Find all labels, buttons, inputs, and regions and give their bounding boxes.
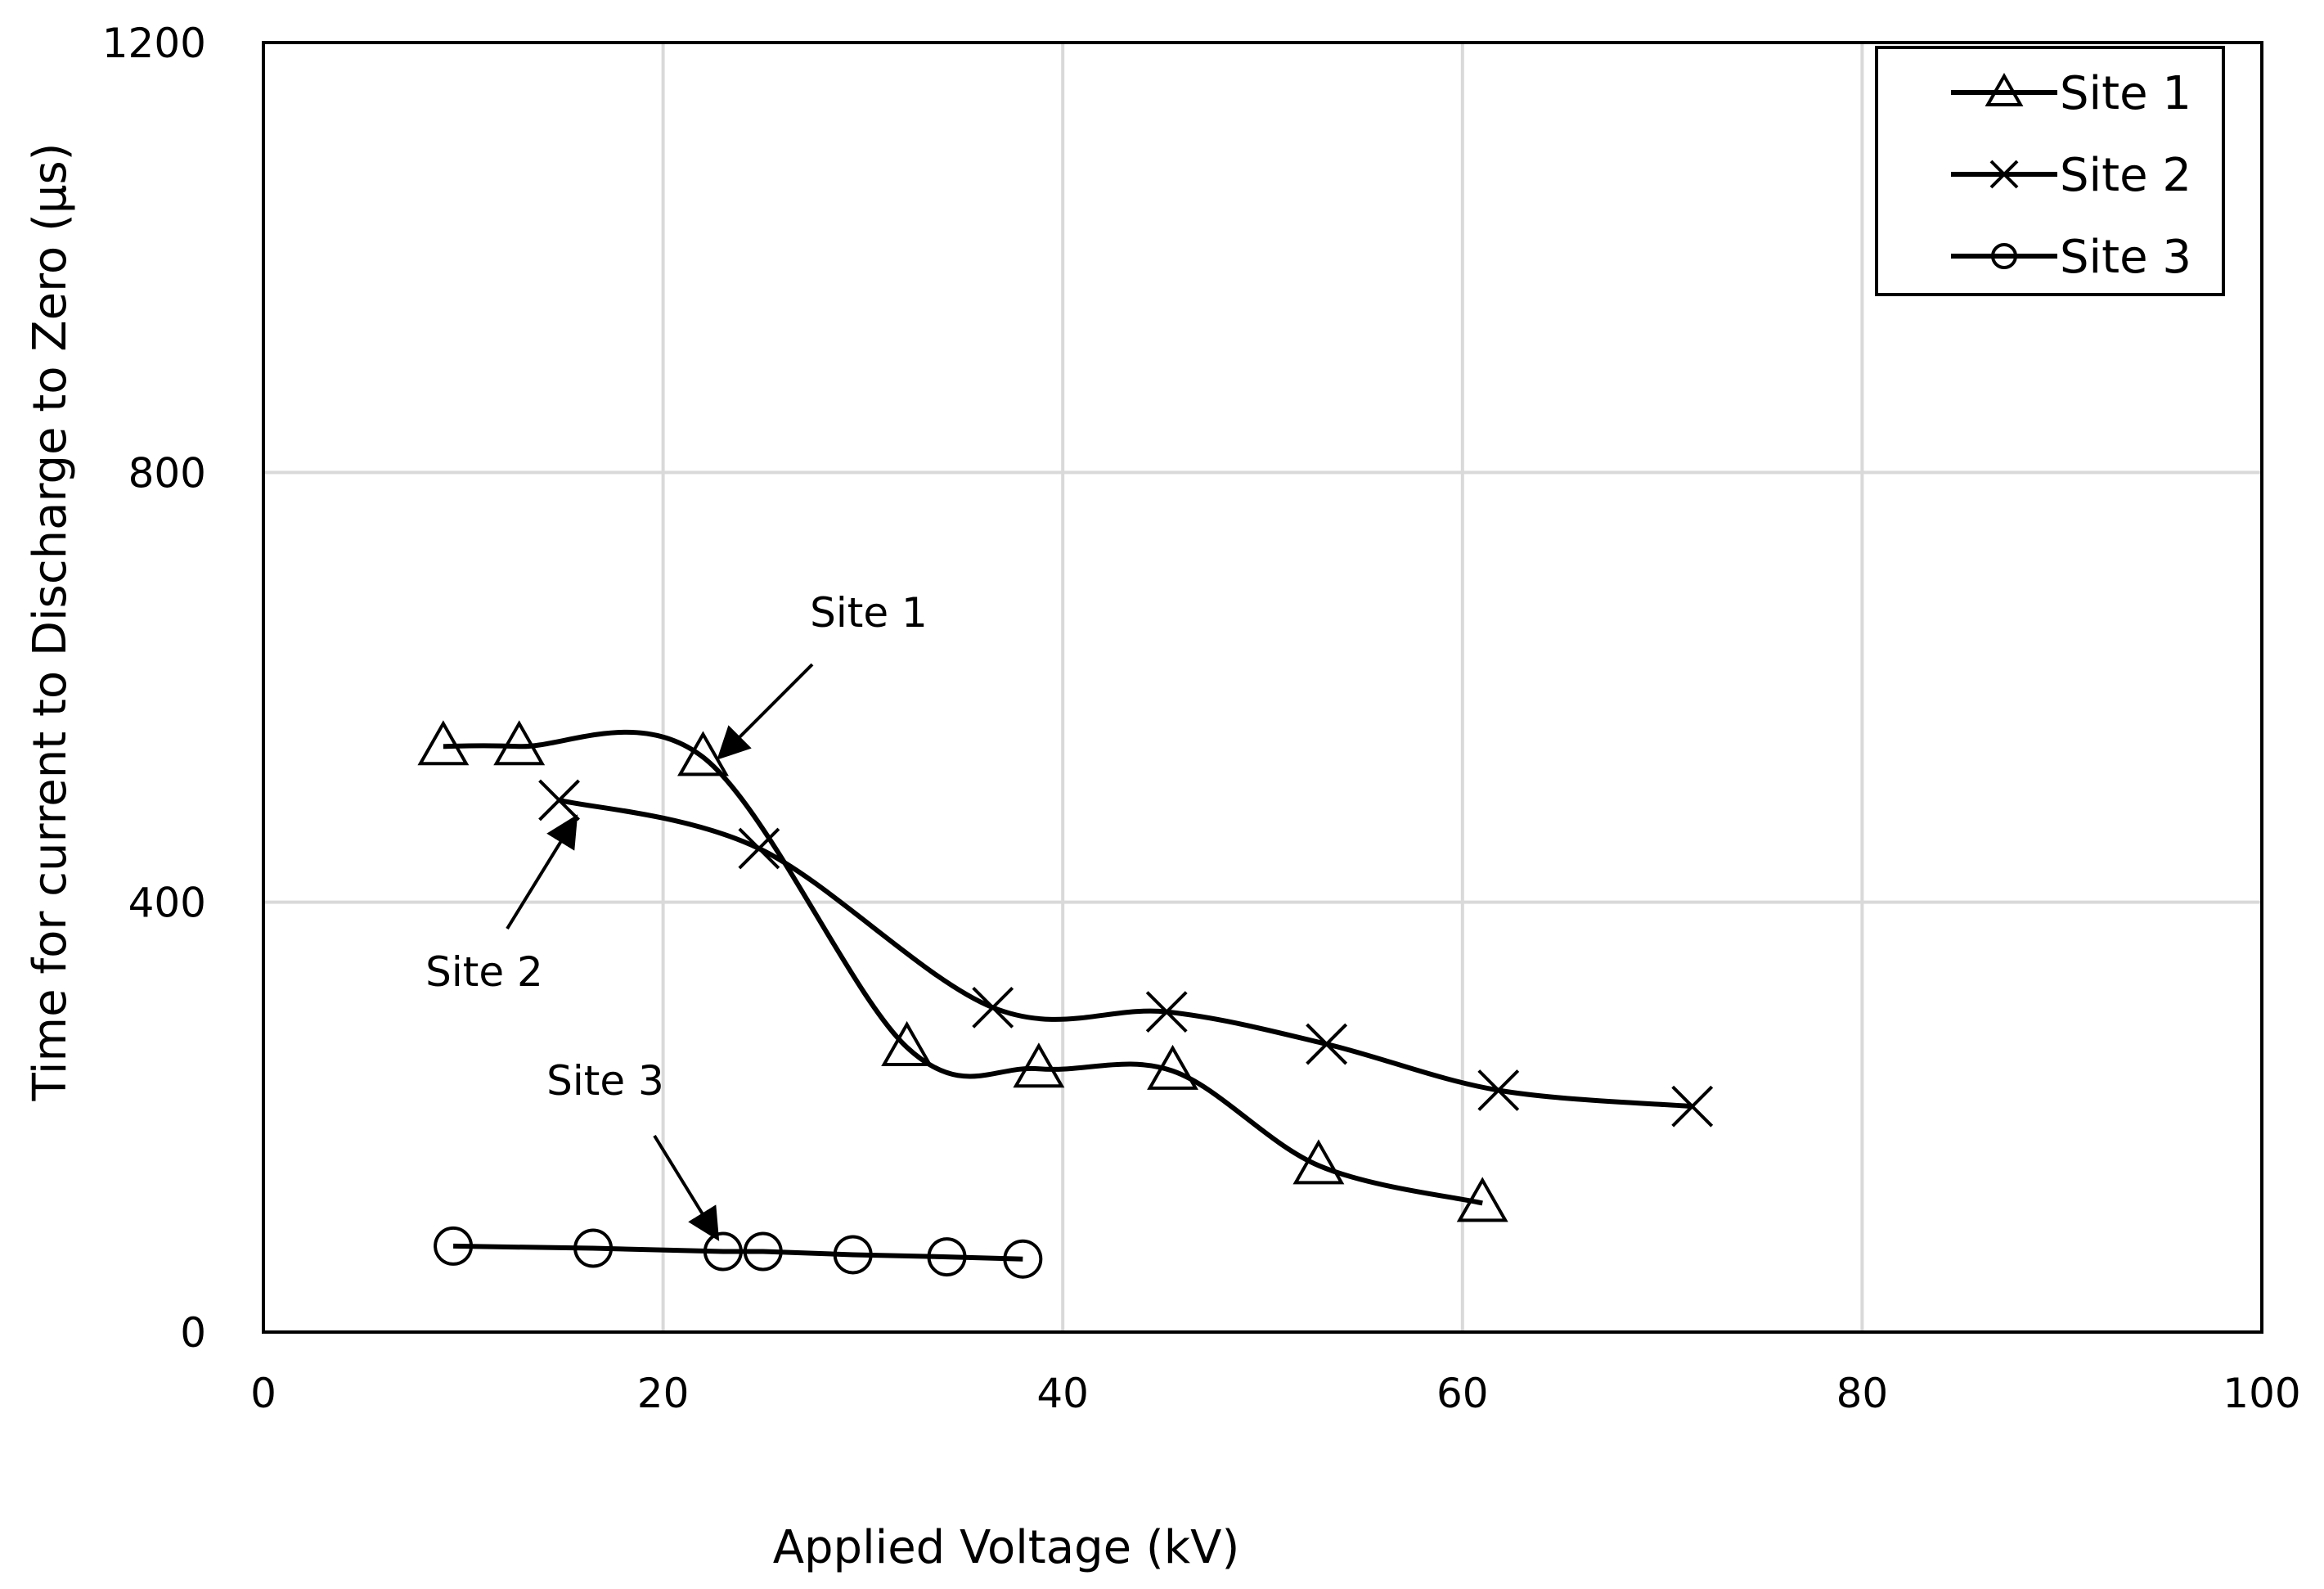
data-point-site-2: [1145, 991, 1188, 1033]
legend-box: [1875, 46, 2225, 296]
data-point-site-3: [434, 1226, 474, 1266]
data-point-site-1: [677, 731, 729, 776]
annotation-site-2-arrow: [506, 814, 578, 930]
legend-marker-triangle: [1985, 72, 2024, 106]
annotation-site-1-label: Site 1: [810, 589, 928, 637]
x-tick-label: 40: [1036, 1370, 1089, 1417]
x-axis-title: Applied Voltage (kV): [773, 1521, 1240, 1574]
legend-item-site-2: Site 2: [1951, 149, 2191, 202]
legend-marker-circle: [1991, 243, 2017, 269]
data-point-site-2: [738, 827, 780, 870]
data-point-site-3: [927, 1237, 967, 1277]
series-site-3: [434, 1226, 1043, 1279]
series-line-site-1: [443, 729, 1483, 1206]
series-line-site-3: [453, 1243, 1023, 1262]
data-point-site-3: [743, 1231, 783, 1272]
y-tick-label: 1200: [102, 20, 206, 67]
annotations: Site 1 Site 2 Site 3: [425, 589, 928, 1241]
data-point-site-1: [1147, 1044, 1199, 1090]
legend-marker-x: [1989, 160, 2019, 189]
data-point-site-3: [1003, 1239, 1043, 1279]
x-tick-label: 100: [2223, 1370, 2300, 1417]
data-point-site-3: [703, 1231, 743, 1272]
annotation-site-2-label: Site 2: [425, 948, 543, 996]
series-site-1: [417, 720, 1508, 1222]
data-point-site-2: [1477, 1069, 1520, 1111]
series-site-2: [538, 779, 1714, 1128]
annotation-site-3-label: Site 3: [546, 1057, 664, 1105]
plot-area-frame: [262, 41, 2263, 1334]
legend-item-site-1: Site 1: [1951, 67, 2191, 120]
legend: Site 1 Site 2 Site 3: [1875, 46, 2225, 296]
y-axis-title: Time for current to Discharge to Zero (μ…: [24, 143, 77, 1102]
x-tick-label: 80: [1836, 1370, 1889, 1417]
y-tick-label: 400: [128, 880, 206, 927]
data-point-site-3: [573, 1228, 614, 1268]
y-axis-ticks: 0 400 800 1200: [102, 20, 206, 1357]
data-point-site-1: [417, 720, 470, 766]
data-point-site-1: [1013, 1042, 1065, 1088]
data-point-site-3: [833, 1235, 873, 1275]
x-tick-label: 0: [250, 1370, 276, 1417]
data-point-site-2: [972, 986, 1014, 1029]
annotation-site-3-arrow: [653, 1134, 720, 1241]
legend-label: Site 2: [2060, 149, 2191, 202]
data-point-site-2: [1671, 1085, 1714, 1128]
x-tick-label: 20: [637, 1370, 690, 1417]
legend-label: Site 1: [2060, 67, 2191, 120]
data-point-site-1: [881, 1020, 933, 1066]
series-layer: [417, 720, 1714, 1279]
y-tick-label: 800: [128, 449, 206, 497]
y-tick-label: 0: [180, 1309, 206, 1357]
x-axis-ticks: 0 20 40 60 80 100: [250, 1370, 2301, 1417]
data-point-site-1: [493, 720, 546, 766]
data-point-site-1: [1292, 1139, 1345, 1185]
data-point-site-2: [538, 779, 580, 822]
legend-item-site-3: Site 3: [1951, 231, 2191, 284]
series-line-site-2: [558, 797, 1692, 1110]
legend-label: Site 3: [2060, 231, 2191, 284]
data-point-site-2: [1306, 1023, 1348, 1065]
annotation-site-1-arrow: [717, 663, 814, 760]
x-tick-label: 60: [1436, 1370, 1489, 1417]
data-point-site-1: [1456, 1177, 1508, 1222]
